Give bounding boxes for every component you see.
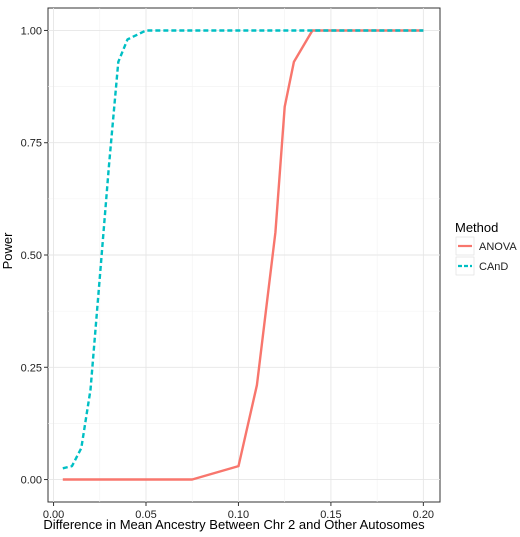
y-tick-label: 0.50 xyxy=(21,250,42,262)
x-axis: 0.00 0.05 0.10 0.15 0.20 xyxy=(43,502,434,521)
legend-label-cand: CAnD xyxy=(479,261,508,273)
x-axis-title: Difference in Mean Ancestry Between Chr … xyxy=(43,517,425,532)
y-tick-label: 1.00 xyxy=(21,25,42,37)
y-tick-label: 0.75 xyxy=(21,138,42,150)
grid xyxy=(47,7,441,503)
legend: Method ANOVA CAnD xyxy=(455,220,517,276)
y-tick-label: 0.00 xyxy=(21,475,42,487)
y-axis: 0.00 0.25 0.50 0.75 1.00 xyxy=(21,25,48,487)
y-axis-title: Power xyxy=(0,232,15,270)
legend-label-anova: ANOVA xyxy=(479,241,517,253)
x-tick-label: 0.00 xyxy=(43,509,64,521)
x-tick-label: 0.05 xyxy=(135,509,156,521)
legend-items: ANOVA CAnD xyxy=(455,236,517,276)
y-tick-label: 0.25 xyxy=(21,362,42,374)
series-line-cand xyxy=(62,29,424,470)
series-lines xyxy=(62,29,424,481)
x-tick-label: 0.10 xyxy=(228,509,249,521)
x-tick-label: 0.20 xyxy=(413,509,434,521)
legend-title: Method xyxy=(455,220,498,235)
x-tick-label: 0.15 xyxy=(320,509,341,521)
